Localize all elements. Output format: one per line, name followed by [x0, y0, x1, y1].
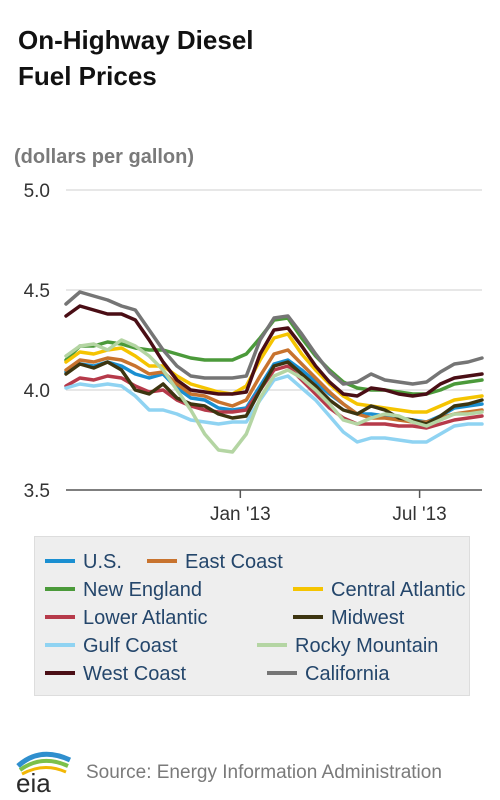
- legend-label: Midwest: [331, 607, 405, 629]
- legend-item: Lower Atlantic: [45, 607, 208, 630]
- legend-swatch: [45, 642, 75, 647]
- source-note: Source: Energy Information Administratio…: [86, 762, 442, 783]
- legend-label: New England: [83, 579, 202, 601]
- logo-text: eia: [16, 768, 51, 796]
- line-chart: 3.5 4.0 4.5 5.0 Jan '13 Jul '13: [24, 181, 484, 525]
- legend-item: West Coast: [45, 663, 186, 686]
- legend-swatch: [147, 558, 177, 563]
- series-line-midwest: [64, 360, 484, 426]
- y-tick-label: 4.5: [24, 281, 50, 302]
- legend-label: Lower Atlantic: [83, 607, 208, 629]
- series-line-california: [64, 290, 484, 386]
- legend-label: West Coast: [83, 663, 186, 685]
- title-line-2: Fuel Prices: [18, 61, 157, 91]
- series-line-lower-atlantic: [64, 364, 484, 430]
- eia-logo: eia: [16, 751, 72, 796]
- chart-title: On-Highway Diesel Fuel Prices: [18, 22, 478, 94]
- legend-item: California: [267, 663, 389, 686]
- footer: eia Source: Energy Information Administr…: [0, 740, 500, 800]
- legend-label: Rocky Mountain: [295, 635, 439, 657]
- legend: U.S. East Coast New England Central Atlanti…: [34, 536, 470, 696]
- legend-item: New England: [45, 579, 202, 602]
- legend-item: Central Atlantic: [293, 579, 466, 602]
- unit-label: (dollars per gallon): [14, 146, 195, 168]
- legend-item: Gulf Coast: [45, 635, 177, 658]
- legend-label: U.S.: [83, 551, 122, 573]
- legend-item: Midwest: [293, 607, 404, 630]
- x-tick-label: Jan '13: [210, 504, 271, 525]
- legend-swatch: [293, 614, 323, 619]
- y-tick-label: 3.5: [24, 481, 50, 502]
- legend-item: East Coast: [147, 551, 283, 574]
- title-line-1: On-Highway Diesel: [18, 25, 254, 55]
- series-line-central-atlantic: [64, 332, 484, 414]
- legend-item: Rocky Mountain: [257, 635, 438, 658]
- legend-label: California: [305, 663, 390, 685]
- legend-swatch: [45, 586, 75, 591]
- y-tick-label: 5.0: [24, 181, 50, 202]
- legend-label: Gulf Coast: [83, 635, 178, 657]
- legend-label: East Coast: [185, 551, 283, 573]
- legend-swatch: [267, 670, 297, 675]
- legend-label: Central Atlantic: [331, 579, 466, 601]
- series-line-gulf-coast: [64, 374, 484, 444]
- legend-swatch: [45, 614, 75, 619]
- y-tick-label: 4.0: [24, 381, 50, 402]
- legend-swatch: [293, 586, 323, 591]
- legend-swatch: [45, 558, 75, 563]
- legend-swatch: [257, 642, 287, 647]
- x-tick-label: Jul '13: [392, 504, 446, 525]
- series-line-west-coast: [64, 304, 484, 398]
- series-line-rocky-mountain: [64, 338, 484, 454]
- legend-item: U.S.: [45, 551, 122, 574]
- legend-swatch: [45, 670, 75, 675]
